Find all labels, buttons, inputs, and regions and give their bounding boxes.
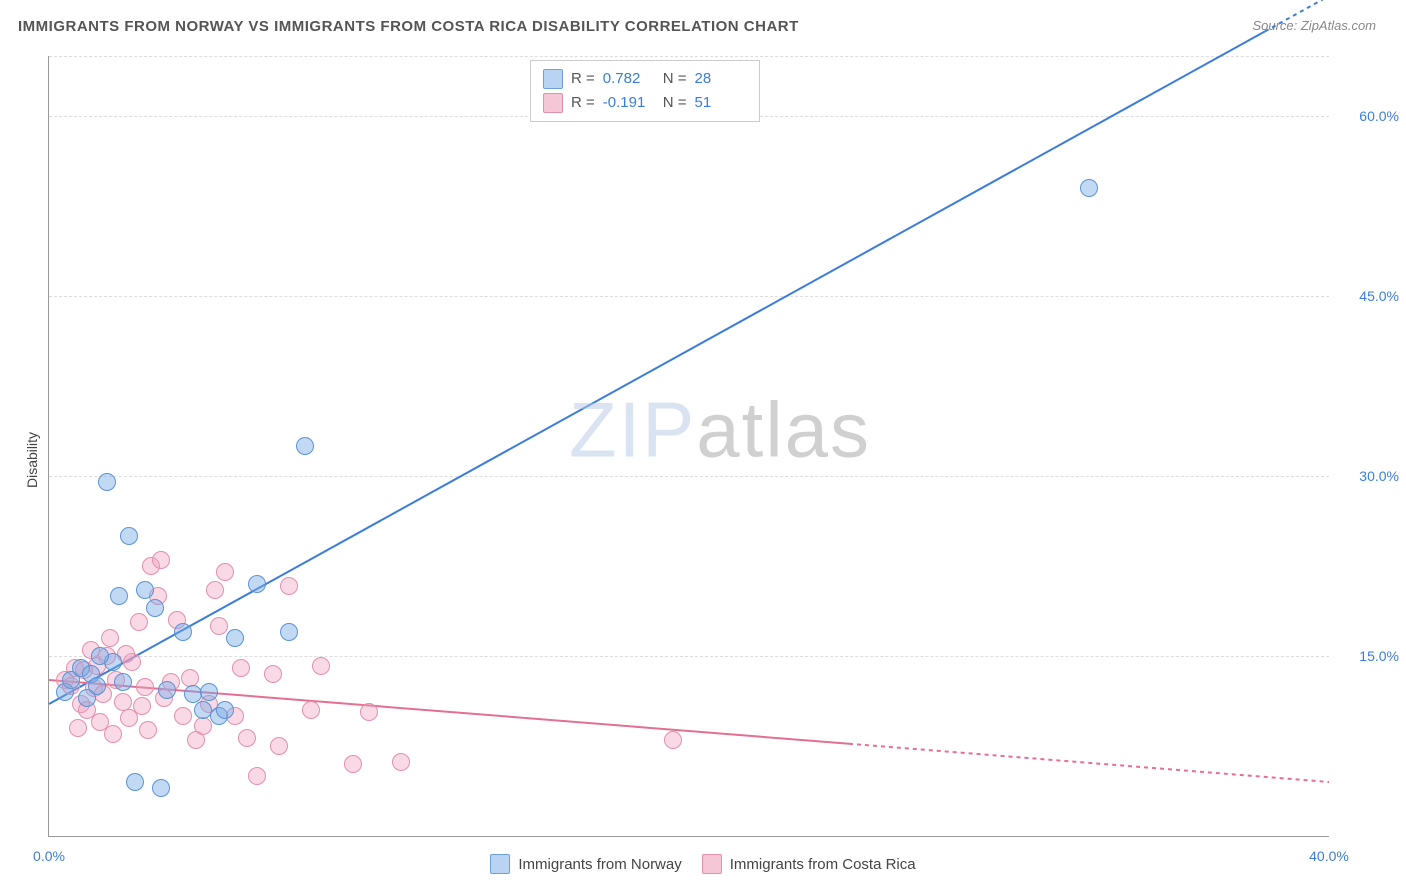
source-label: Source: ZipAtlas.com <box>1252 18 1376 33</box>
costarica-point <box>248 767 266 785</box>
legend-swatch <box>490 854 510 874</box>
costarica-point <box>280 577 298 595</box>
costarica-point <box>664 731 682 749</box>
legend-swatch <box>543 93 563 113</box>
bottom-legend-label: Immigrants from Costa Rica <box>730 856 916 873</box>
costarica-point <box>114 693 132 711</box>
costarica-point <box>136 678 154 696</box>
costarica-point <box>360 703 378 721</box>
norway-point <box>120 527 138 545</box>
legend-swatch <box>702 854 722 874</box>
norway-point <box>226 629 244 647</box>
chart-title: IMMIGRANTS FROM NORWAY VS IMMIGRANTS FRO… <box>18 18 799 35</box>
legend-n-label: N = <box>663 91 687 115</box>
costarica-point <box>312 657 330 675</box>
legend-n-label: N = <box>663 67 687 91</box>
norway-point <box>126 773 144 791</box>
costarica-point <box>392 753 410 771</box>
legend-stats-row: R = -0.191 N = 51 <box>543 91 747 115</box>
norway-regression-line <box>49 31 1265 704</box>
norway-point <box>1080 179 1098 197</box>
legend-swatch <box>543 69 563 89</box>
costarica-point <box>232 659 250 677</box>
costarica-point <box>270 737 288 755</box>
norway-point <box>114 673 132 691</box>
norway-point <box>296 437 314 455</box>
bottom-legend-label: Immigrants from Norway <box>518 856 681 873</box>
y-tick-label: 60.0% <box>1339 108 1399 124</box>
norway-point <box>98 473 116 491</box>
norway-point <box>248 575 266 593</box>
costarica-regression-line-dashed <box>849 744 1329 782</box>
costarica-point <box>238 729 256 747</box>
legend-n-value: 51 <box>695 91 747 115</box>
legend-r-label: R = <box>571 91 595 115</box>
legend-r-value: 0.782 <box>603 67 655 91</box>
norway-point <box>174 623 192 641</box>
costarica-point <box>302 701 320 719</box>
bottom-legend-item: Immigrants from Norway <box>490 854 681 874</box>
costarica-point <box>69 719 87 737</box>
norway-point <box>136 581 154 599</box>
costarica-point <box>206 581 224 599</box>
costarica-point <box>174 707 192 725</box>
norway-point <box>110 587 128 605</box>
bottom-legend-item: Immigrants from Costa Rica <box>702 854 916 874</box>
costarica-point <box>264 665 282 683</box>
norway-point <box>152 779 170 797</box>
norway-point <box>158 681 176 699</box>
norway-point <box>216 701 234 719</box>
costarica-point <box>152 551 170 569</box>
y-tick-label: 30.0% <box>1339 468 1399 484</box>
plot-area: 15.0%30.0%45.0%60.0%0.0%40.0% <box>48 56 1329 837</box>
bottom-legend: Immigrants from Norway Immigrants from Co… <box>0 854 1406 878</box>
costarica-point <box>344 755 362 773</box>
norway-point <box>280 623 298 641</box>
norway-point <box>88 677 106 695</box>
costarica-point <box>133 697 151 715</box>
costarica-point <box>181 669 199 687</box>
legend-r-value: -0.191 <box>603 91 655 115</box>
costarica-point <box>130 613 148 631</box>
costarica-point <box>216 563 234 581</box>
norway-point <box>200 683 218 701</box>
y-tick-label: 45.0% <box>1339 288 1399 304</box>
y-axis-label: Disability <box>24 432 40 488</box>
y-tick-label: 15.0% <box>1339 648 1399 664</box>
legend-r-label: R = <box>571 67 595 91</box>
norway-point <box>91 647 109 665</box>
legend-stats-row: R = 0.782 N = 28 <box>543 67 747 91</box>
costarica-point <box>210 617 228 635</box>
legend-stats-box: R = 0.782 N = 28 R = -0.191 N = 51 <box>530 60 760 122</box>
costarica-point <box>139 721 157 739</box>
costarica-point <box>101 629 119 647</box>
norway-point <box>146 599 164 617</box>
legend-n-value: 28 <box>695 67 747 91</box>
costarica-point <box>194 717 212 735</box>
costarica-point <box>104 725 122 743</box>
